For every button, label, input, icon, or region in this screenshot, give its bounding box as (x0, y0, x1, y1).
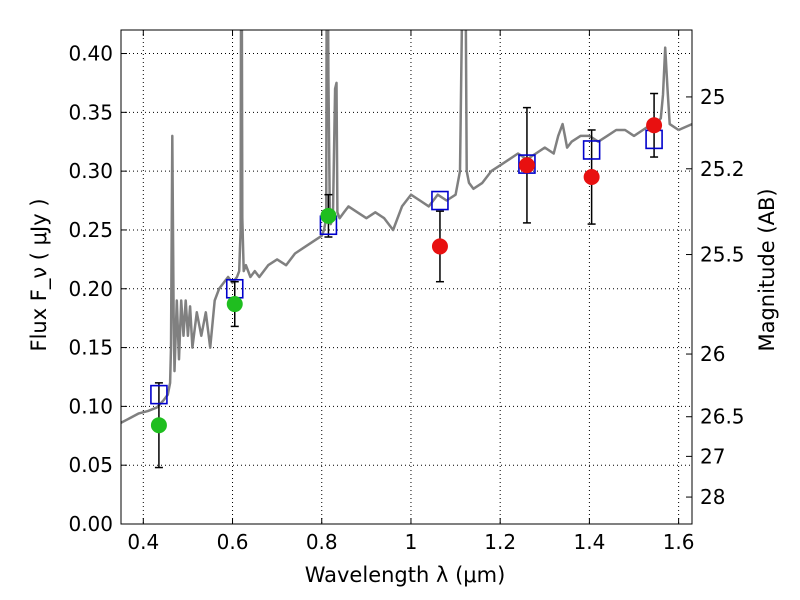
data-point (320, 207, 337, 224)
y-tick-label: 0.15 (68, 336, 113, 360)
data-point (583, 169, 600, 186)
y2-tick-label: 26 (700, 342, 725, 366)
x-axis-label: Wavelength λ (μm) (305, 563, 506, 587)
y2-tick-label: 27 (700, 444, 725, 468)
y-axis-label: Flux F_ν ( μJy ) (27, 198, 52, 351)
model-point (150, 384, 168, 405)
y2-tick-label: 25 (700, 85, 725, 109)
y2-axis-label: Magnitude (AB) (755, 188, 779, 351)
x-tick-label: 0.4 (127, 530, 159, 554)
plot-area (121, 30, 692, 469)
axis-ticks: 0.4 0.6 0.8 1 1.2 1.4 1.6 0.00 0.05 0.10 0.15 0.20 0… (68, 30, 745, 554)
x-tick-label: 1.2 (484, 530, 516, 554)
y-tick-label: 0.00 (68, 512, 113, 536)
data-point (646, 117, 663, 134)
plot-frame (120, 29, 693, 525)
y2-tick-label: 25.2 (700, 157, 745, 181)
y-tick-label: 0.05 (68, 453, 113, 477)
x-tick-label: 1.4 (573, 530, 605, 554)
y2-tick-label: 28 (700, 485, 725, 509)
data-point (431, 238, 448, 255)
spectrum-line (121, 30, 692, 424)
y-tick-label: 0.35 (68, 100, 113, 124)
model-point (582, 140, 601, 160)
grid (121, 30, 692, 525)
y-tick-label: 0.40 (68, 42, 113, 66)
x-tick-label: 1.6 (663, 530, 695, 554)
x-tick-label: 1 (405, 530, 418, 554)
y-tick-label: 0.30 (68, 159, 113, 183)
y-tick-label: 0.10 (68, 394, 113, 418)
model-point (431, 190, 449, 211)
data-point (226, 296, 243, 313)
y-tick-label: 0.25 (68, 218, 113, 242)
x-tick-label: 0.6 (217, 530, 249, 554)
data-point (518, 157, 535, 174)
y-tick-label: 0.20 (68, 277, 113, 301)
y2-tick-label: 26.5 (700, 405, 745, 429)
data-point (150, 417, 167, 434)
y2-tick-label: 25.5 (700, 243, 745, 267)
x-tick-label: 0.8 (306, 530, 338, 554)
